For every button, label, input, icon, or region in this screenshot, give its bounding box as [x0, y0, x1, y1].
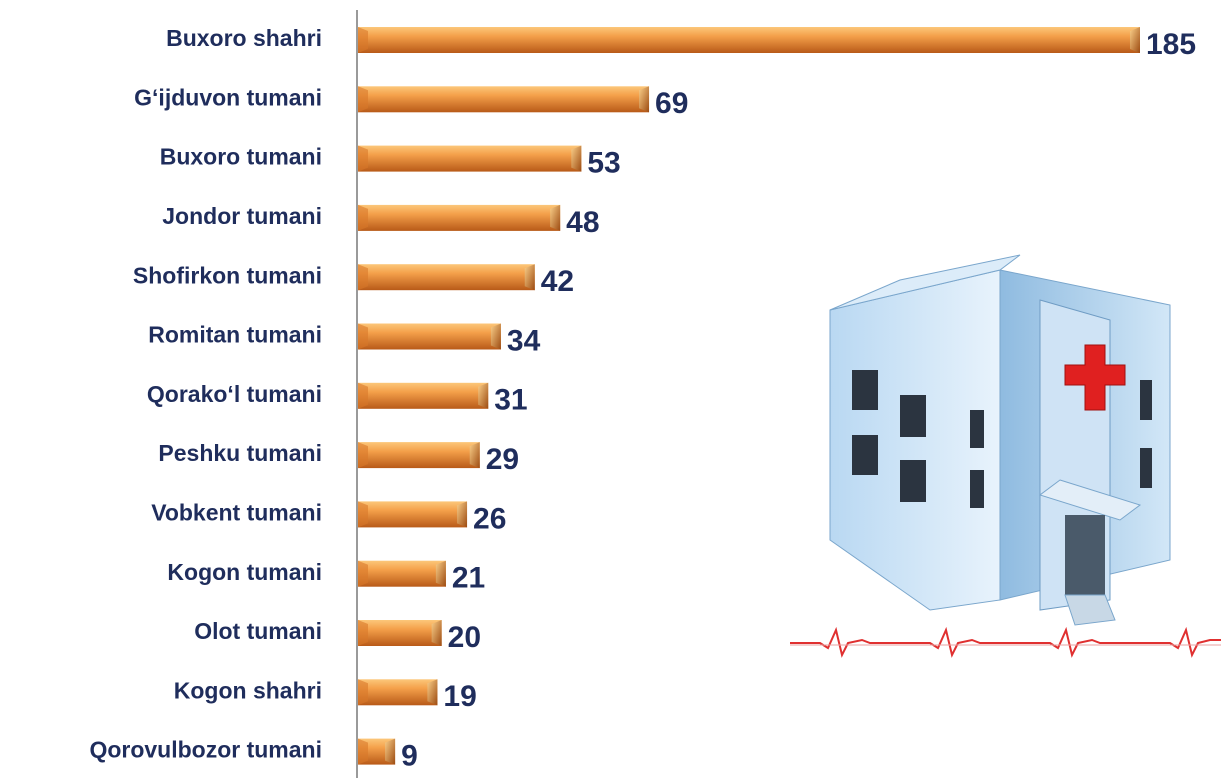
bar	[358, 679, 438, 706]
bar-cap	[457, 501, 468, 528]
value-label: 26	[473, 502, 506, 535]
bar-cap	[358, 86, 368, 113]
bar-cap	[358, 560, 368, 587]
bar-cap	[358, 501, 368, 528]
value-label: 9	[401, 740, 418, 773]
bar-cap	[358, 442, 368, 469]
bar-cap	[358, 738, 368, 765]
bar-cap	[478, 382, 489, 409]
bar	[358, 145, 582, 172]
bar	[358, 204, 561, 231]
category-label: Kogon shahri	[174, 677, 322, 703]
value-label: 69	[655, 87, 688, 120]
bar	[358, 27, 1140, 53]
bar	[358, 620, 442, 646]
bar-cap	[358, 204, 368, 231]
bar-cap	[431, 620, 442, 646]
value-label: 20	[448, 621, 481, 654]
category-label: Kogon tumani	[167, 559, 322, 585]
category-label: Jondor tumani	[162, 203, 322, 229]
bar	[358, 264, 535, 291]
bar-cap	[639, 86, 650, 113]
bar	[358, 442, 480, 469]
bar	[358, 501, 468, 528]
value-label: 42	[541, 265, 574, 298]
category-label: Olot tumani	[194, 618, 322, 644]
bar-cap	[385, 738, 396, 765]
bar-cap	[1130, 27, 1140, 53]
category-label: Peshku tumani	[158, 440, 322, 466]
category-label: Buxoro tumani	[160, 144, 322, 170]
value-label: 29	[486, 443, 519, 476]
bar-cap	[469, 442, 480, 469]
category-label: Romitan tumani	[148, 322, 322, 348]
category-label: Qorovulbozor tumani	[89, 737, 322, 763]
bar-cap	[358, 382, 368, 409]
bar-cap	[358, 264, 368, 291]
bar-cap	[358, 620, 368, 646]
value-label: 19	[443, 680, 476, 713]
bar-cap	[524, 264, 535, 291]
bar	[358, 86, 650, 113]
bar-cap	[358, 145, 368, 172]
bar-cap	[490, 323, 501, 350]
value-label: 48	[566, 206, 599, 239]
category-label: Shofirkon tumani	[133, 262, 322, 288]
value-label: 185	[1146, 28, 1196, 61]
bar-cap	[358, 27, 368, 53]
category-label: G‘ijduvon tumani	[134, 84, 322, 110]
bar-cap	[550, 204, 561, 231]
category-label: Vobkent tumani	[151, 499, 322, 525]
value-label: 34	[507, 324, 541, 357]
value-label: 53	[587, 147, 620, 180]
bar	[358, 560, 446, 587]
category-label: Qorako‘l tumani	[147, 381, 322, 407]
bar-cap	[427, 679, 438, 706]
bar	[358, 323, 501, 350]
value-label: 31	[494, 384, 527, 417]
bar-cap	[571, 145, 582, 172]
bar	[358, 382, 489, 409]
category-label: Buxoro shahri	[166, 25, 322, 51]
bar-cap	[358, 323, 368, 350]
value-label: 21	[452, 562, 485, 595]
bar-cap	[435, 560, 446, 587]
hospital-icon	[790, 254, 1221, 658]
bar-cap	[358, 679, 368, 706]
